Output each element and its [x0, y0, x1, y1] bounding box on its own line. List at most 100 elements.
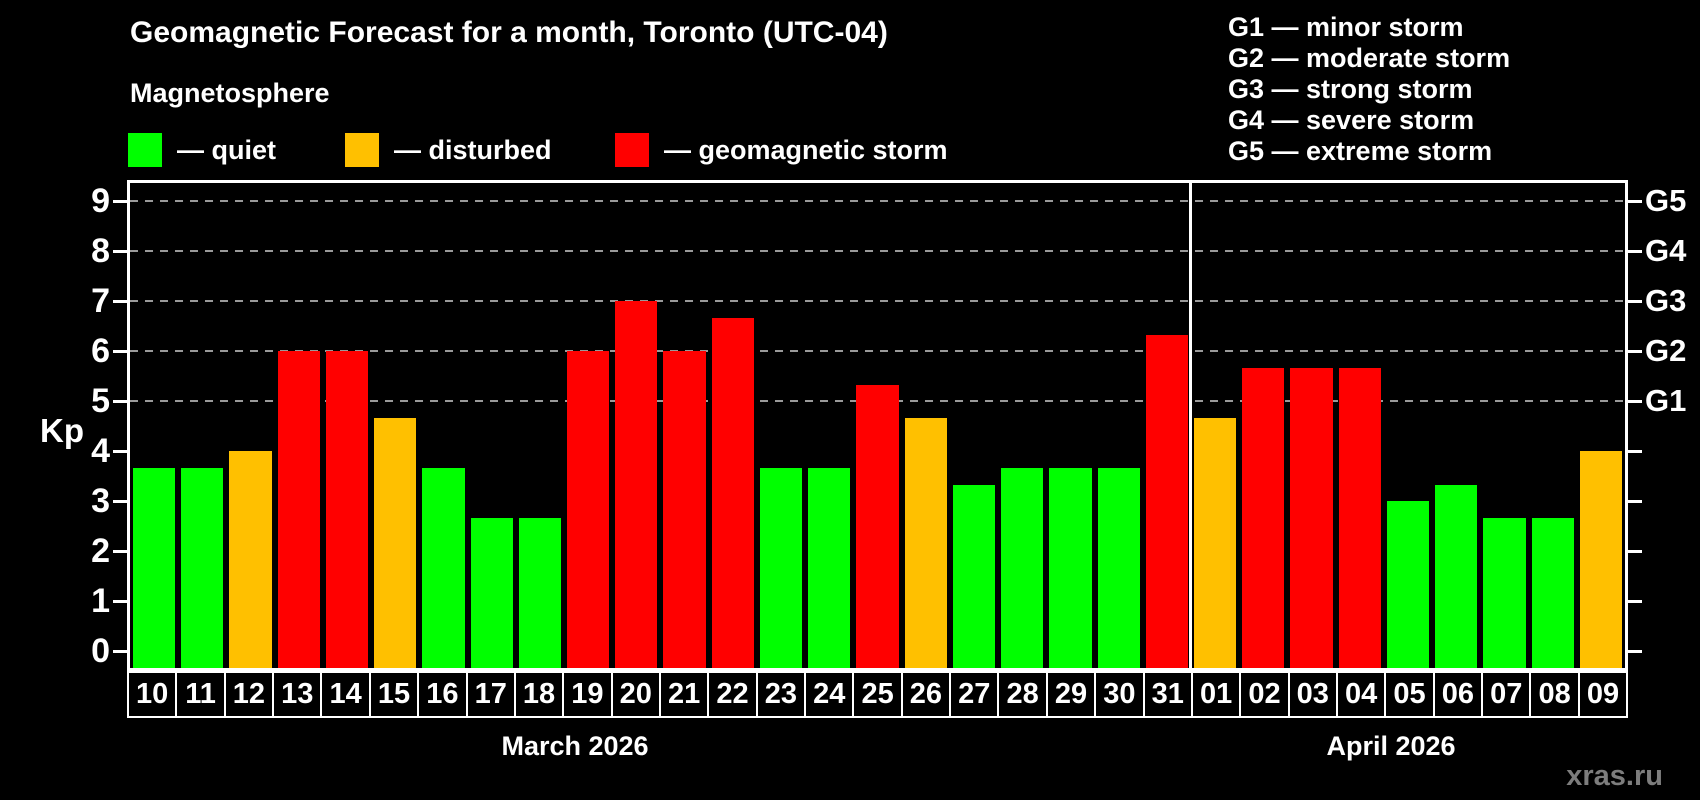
legend-label-disturbed: — disturbed — [394, 135, 552, 165]
kp-bar-day-02 — [1242, 367, 1285, 668]
right-tick-1 — [1628, 599, 1642, 603]
day-label-22: 22 — [709, 673, 758, 716]
day-label-29: 29 — [1047, 673, 1097, 716]
kp-bar-day-03 — [1290, 367, 1333, 668]
day-label-05: 05 — [1386, 673, 1435, 716]
month-label-april: April 2026 — [1326, 731, 1456, 761]
y-tick-4 — [113, 449, 127, 453]
storm-scale-legend: G1 — minor storm G2 — moderate storm G3 — … — [1228, 12, 1510, 167]
day-label-20: 20 — [612, 673, 661, 716]
day-label-27: 27 — [951, 673, 1000, 716]
day-label-16: 16 — [419, 673, 468, 716]
day-label-03: 03 — [1289, 673, 1338, 716]
y-axis-title-kp: Kp — [40, 412, 84, 449]
day-label-18: 18 — [515, 673, 565, 716]
g-scale-label-g4: G4 — [1645, 233, 1687, 268]
legend-label-storm: — geomagnetic storm — [664, 135, 948, 165]
y-tick-label-0: 0 — [91, 632, 110, 670]
day-label-28: 28 — [999, 673, 1048, 716]
y-tick-label-9: 9 — [91, 182, 110, 220]
day-label-19: 19 — [564, 673, 613, 716]
day-label-04: 04 — [1337, 673, 1387, 716]
kp-bar-day-14 — [325, 351, 369, 668]
day-label-17: 17 — [467, 673, 516, 716]
storm-scale-line-g2: G2 — moderate storm — [1228, 43, 1511, 73]
day-label-01: 01 — [1192, 673, 1242, 716]
y-tick-5 — [113, 399, 127, 403]
right-tick-3 — [1628, 499, 1642, 503]
kp-bar-day-22 — [711, 317, 754, 668]
right-tick-0 — [1628, 649, 1642, 653]
y-tick-6 — [113, 349, 127, 353]
kp-bar-day-11 — [181, 467, 224, 668]
right-tick-6 — [1628, 349, 1642, 353]
y-tick-2 — [113, 549, 127, 553]
gridline-kp7 — [130, 300, 1625, 302]
y-tick-label-8: 8 — [91, 232, 110, 270]
kp-bar-day-09 — [1579, 451, 1622, 668]
kp-bar-day-07 — [1483, 517, 1526, 668]
right-tick-9 — [1628, 199, 1642, 203]
y-tick-label-3: 3 — [91, 482, 110, 520]
day-label-06: 06 — [1434, 673, 1484, 716]
right-tick-8 — [1628, 249, 1642, 253]
kp-bar-day-26 — [904, 417, 947, 668]
day-label-07: 07 — [1483, 673, 1532, 716]
g-scale-label-g3: G3 — [1645, 283, 1687, 318]
kp-bar-day-24 — [808, 467, 851, 668]
kp-bar-day-05 — [1386, 501, 1430, 668]
day-label-25: 25 — [854, 673, 903, 716]
day-label-24: 24 — [806, 673, 855, 716]
kp-bar-day-31 — [1145, 334, 1188, 668]
g-scale-label-g1: G1 — [1645, 383, 1687, 418]
x-axis-day-labels: 10 11 12 13 14 15 16 17 18 19 20 21 22 23 24 25 26 27 28 29… — [127, 671, 1628, 718]
g-scale-label-g5: G5 — [1645, 183, 1687, 218]
y-tick-9 — [113, 199, 127, 203]
plot-area — [127, 180, 1628, 671]
day-label-10: 10 — [129, 673, 178, 716]
storm-scale-line-g3: G3 — strong storm — [1228, 74, 1473, 104]
y-tick-1 — [113, 599, 127, 603]
watermark: xras.ru — [1566, 760, 1663, 792]
disturbed-color-swatch — [345, 133, 379, 167]
day-label-02: 02 — [1241, 673, 1290, 716]
day-label-08: 08 — [1531, 673, 1580, 716]
day-label-15: 15 — [370, 673, 420, 716]
kp-bar-day-13 — [277, 351, 320, 668]
y-tick-label-5: 5 — [91, 382, 110, 420]
day-label-21: 21 — [660, 673, 710, 716]
right-tick-2 — [1628, 549, 1642, 553]
legend-label-quiet: — quiet — [177, 135, 276, 165]
day-label-12: 12 — [225, 673, 275, 716]
day-label-26: 26 — [902, 673, 952, 716]
gridline-kp9 — [130, 200, 1625, 202]
y-tick-0 — [113, 649, 127, 653]
kp-bar-day-17 — [470, 517, 513, 668]
month-divider — [1189, 183, 1193, 668]
kp-bar-day-12 — [229, 451, 272, 668]
day-label-30: 30 — [1096, 673, 1145, 716]
g-scale-label-g2: G2 — [1645, 333, 1687, 368]
kp-bar-day-19 — [567, 351, 610, 668]
right-tick-4 — [1628, 449, 1642, 453]
day-label-23: 23 — [757, 673, 807, 716]
y-tick-3 — [113, 499, 127, 503]
chart-subtitle: Magnetosphere — [130, 78, 330, 108]
kp-bar-day-16 — [422, 467, 465, 668]
right-tick-7 — [1628, 299, 1642, 303]
kp-bar-day-23 — [759, 467, 803, 668]
storm-color-swatch — [615, 133, 649, 167]
day-label-13: 13 — [274, 673, 323, 716]
kp-bar-day-08 — [1531, 517, 1574, 668]
kp-bar-day-20 — [615, 301, 658, 668]
kp-bar-day-25 — [856, 384, 899, 668]
storm-scale-line-g1: G1 — minor storm — [1228, 12, 1464, 42]
kp-bar-day-30 — [1097, 467, 1140, 668]
y-tick-label-6: 6 — [91, 332, 110, 370]
day-label-09: 09 — [1579, 673, 1627, 716]
kp-bar-day-29 — [1049, 467, 1092, 668]
y-tick-8 — [113, 249, 127, 253]
kp-bar-day-18 — [518, 517, 562, 668]
storm-scale-line-g4: G4 — severe storm — [1228, 105, 1475, 135]
